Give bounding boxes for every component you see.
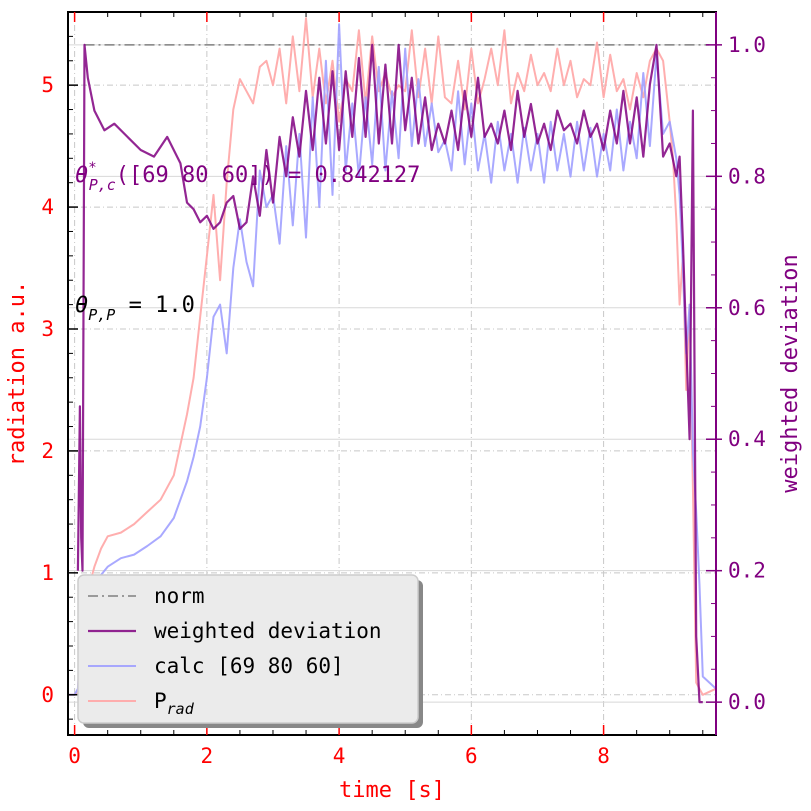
annotation-theta-pc: θ* P,c([69 80 60]) = 0.842127 (75, 160, 420, 194)
annotation-theta-pp: θP,P = 1.0 (75, 293, 195, 324)
legend-label: Prad (154, 689, 195, 718)
legend-entries: norm weighted deviation calc [69 80 60] Pra… (88, 584, 382, 718)
series-line-weighted-deviation (76, 43, 703, 704)
x-tick-label: 6 (465, 744, 478, 768)
y-tick-label-right: 0.8 (728, 164, 766, 188)
legend-label: calc [69 80 60] (154, 654, 344, 678)
y-tick-label-right: 0.2 (728, 559, 766, 583)
y-tick-label-right: 1.0 (728, 33, 766, 57)
x-tick-label: 8 (597, 744, 610, 768)
annotations: θ* P,c([69 80 60]) = 0.842127 θP,P = 1.0 (75, 160, 420, 324)
y-axis-label-right: weighted deviation (778, 254, 803, 492)
ticks: 0 2 4 6 8 0 1 2 3 4 5 0.0 0.2 0.4 0.6 0.8 1.0 (41, 12, 766, 768)
x-axis-label: time [s] (339, 778, 445, 803)
y-tick-label-left: 3 (41, 317, 54, 341)
legend-label: norm (154, 584, 205, 608)
y-tick-label-left: 5 (41, 73, 54, 97)
y-tick-label-left: 4 (41, 195, 54, 219)
y-tick-label-left: 1 (41, 561, 54, 585)
legend-label: weighted deviation (154, 619, 382, 643)
series-line-p-rad (68, 17, 717, 696)
y-tick-label-left: 0 (41, 683, 54, 707)
series-line-calc-69-80-60 (68, 23, 717, 696)
legend-box (77, 574, 419, 724)
y-tick-label-right: 0.4 (728, 427, 766, 451)
x-tick-label: 4 (333, 744, 346, 768)
y-tick-label-left: 2 (41, 439, 54, 463)
legend: norm weighted deviation calc [69 80 60] Pra… (77, 574, 423, 728)
y-tick-label-right: 0.6 (728, 296, 766, 320)
y-axis-label-left: radiation a.u. (5, 281, 30, 466)
series-group (68, 17, 717, 704)
x-tick-label: 2 (201, 744, 214, 768)
x-tick-label: 0 (68, 744, 81, 768)
y-tick-label-right: 0.0 (728, 690, 766, 714)
